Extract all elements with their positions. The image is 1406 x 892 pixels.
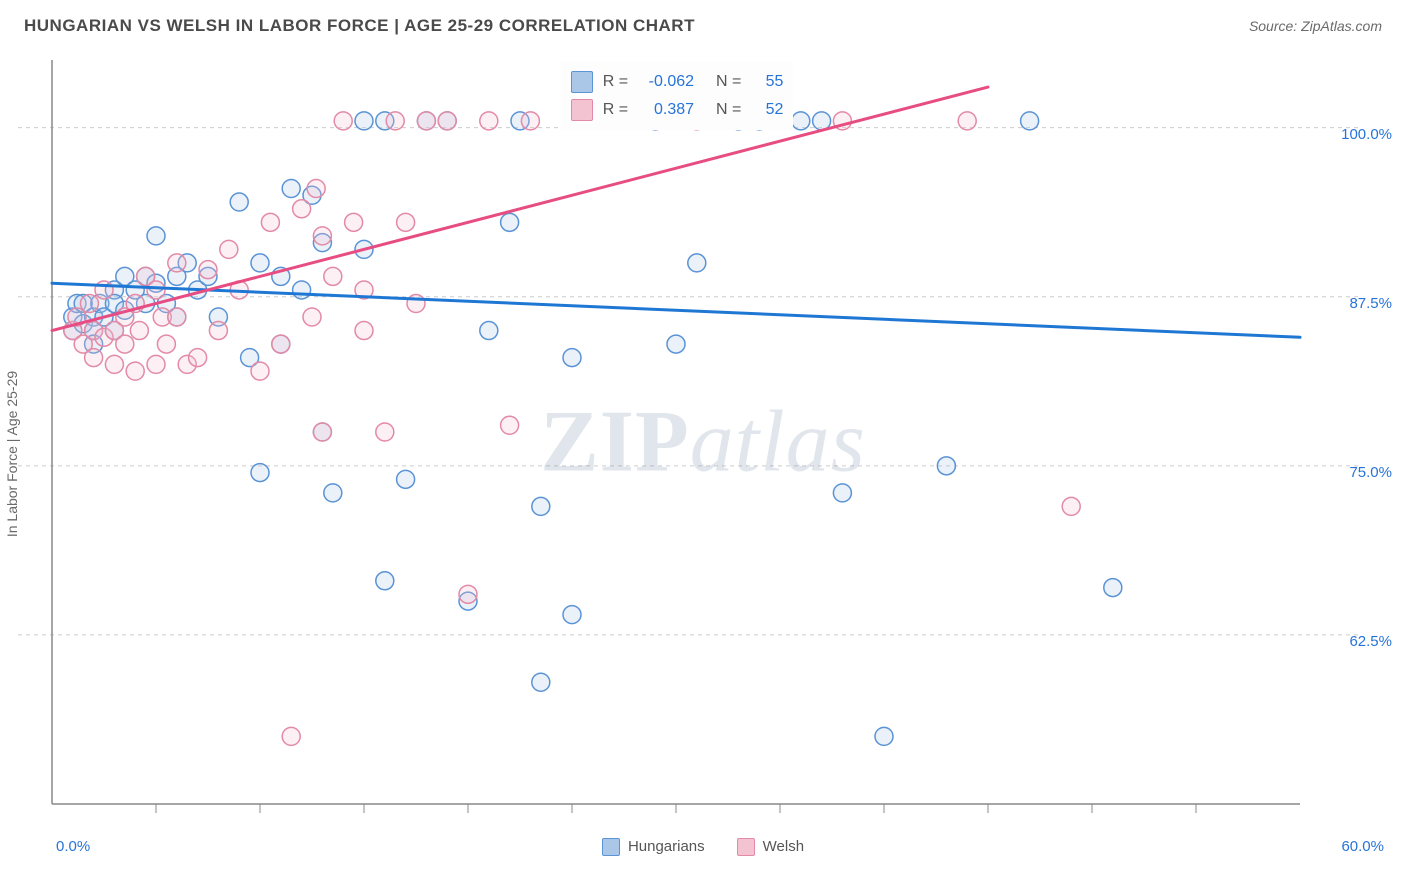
x-axis-start-label: 0.0% (56, 838, 90, 855)
legend-n-value: 55 (751, 73, 783, 91)
legend-label: Hungarians (628, 838, 705, 855)
legend-label: Welsh (763, 838, 804, 855)
legend-r-value: -0.062 (638, 73, 694, 91)
y-tick-label: 75.0% (1349, 464, 1392, 481)
legend-swatch (737, 838, 755, 856)
legend-swatch (571, 99, 593, 121)
legend-r-value: 0.387 (638, 101, 694, 119)
correlation-legend: R = -0.062 N = 55 R = 0.387 N = 52 (561, 62, 794, 130)
legend-n-label: N = (716, 73, 741, 91)
legend-r-label: R = (603, 101, 628, 119)
legend-n-value: 52 (751, 101, 783, 119)
y-tick-label: 87.5% (1349, 295, 1392, 312)
legend-swatch (602, 838, 620, 856)
legend-row: R = 0.387 N = 52 (571, 96, 784, 124)
chart-source: Source: ZipAtlas.com (1249, 18, 1382, 34)
y-tick-label: 62.5% (1349, 633, 1392, 650)
legend-r-label: R = (603, 73, 628, 91)
legend-n-label: N = (716, 101, 741, 119)
chart-area: In Labor Force | Age 25-29 ZIPatlas R =-… (18, 52, 1388, 856)
y-tick-label: 100.0% (1341, 126, 1392, 143)
x-axis-end-label: 60.0% (1341, 838, 1384, 855)
legend-item: Welsh (737, 838, 804, 856)
series-legend: Hungarians Welsh (18, 838, 1388, 856)
plot-area: ZIPatlas R =-0.062N =55R =0.387N =52 62.… (18, 52, 1388, 832)
scatter-plot-svg (18, 52, 1358, 832)
legend-item: Hungarians (602, 838, 705, 856)
chart-title: HUNGARIAN VS WELSH IN LABOR FORCE | AGE … (24, 16, 695, 36)
chart-header: HUNGARIAN VS WELSH IN LABOR FORCE | AGE … (0, 0, 1406, 44)
legend-swatch (571, 71, 593, 93)
legend-row: R = -0.062 N = 55 (571, 68, 784, 96)
